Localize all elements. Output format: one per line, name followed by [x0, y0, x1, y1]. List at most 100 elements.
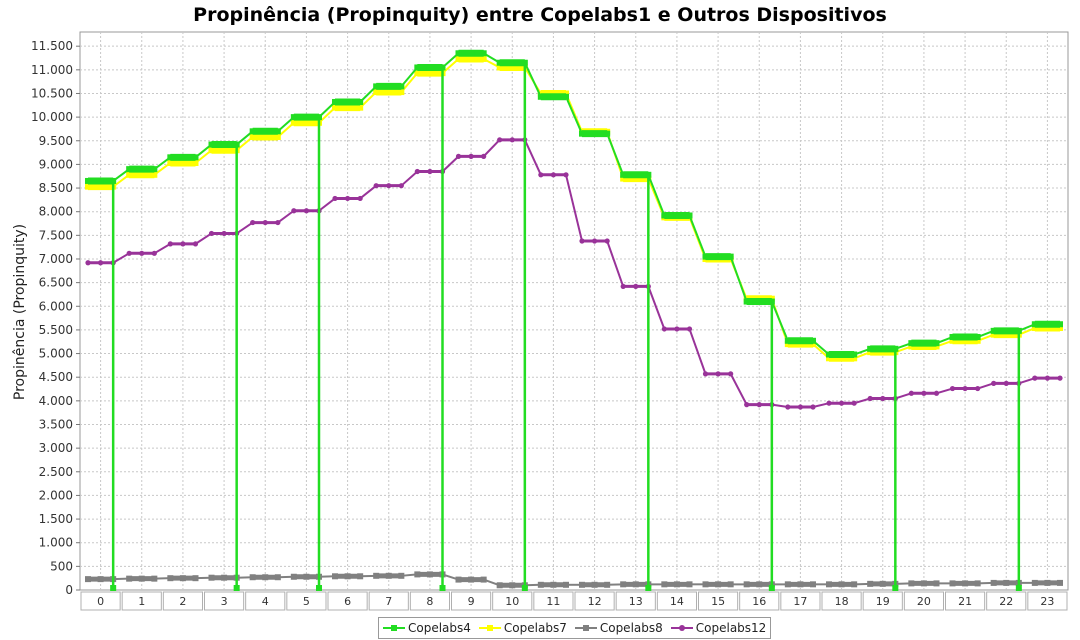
- data-point: [481, 153, 487, 159]
- x-tick-label: 1: [138, 595, 145, 608]
- x-tick-label: 2: [179, 595, 186, 608]
- data-point: [604, 581, 611, 588]
- series-connector: [729, 256, 748, 302]
- data-point: [962, 334, 969, 341]
- data-point: [1015, 585, 1022, 591]
- series-Copelabs8: [85, 571, 1063, 589]
- data-point: [579, 581, 585, 588]
- data-point: [509, 137, 515, 143]
- x-category-cell: [492, 591, 533, 611]
- data-point: [826, 581, 832, 588]
- data-point: [991, 380, 997, 386]
- data-point: [373, 83, 380, 90]
- data-point: [509, 582, 516, 589]
- data-point: [332, 104, 338, 111]
- data-point: [620, 581, 627, 588]
- data-point: [496, 64, 503, 71]
- data-point: [110, 585, 117, 591]
- data-point: [1044, 579, 1051, 586]
- data-point: [332, 98, 338, 105]
- data-point: [192, 154, 199, 161]
- series-connector: [194, 232, 213, 245]
- data-point: [851, 400, 857, 406]
- series-connector: [277, 209, 295, 224]
- data-point: [743, 298, 750, 305]
- data-point: [249, 128, 256, 135]
- x-tick-label: 9: [468, 595, 475, 608]
- data-point: [620, 171, 627, 178]
- data-point: [1044, 375, 1051, 381]
- series-connector: [936, 387, 953, 395]
- data-point: [851, 351, 858, 358]
- data-point: [316, 585, 322, 591]
- x-category-cell: [451, 591, 492, 611]
- data-point: [455, 576, 462, 583]
- data-point: [933, 340, 940, 347]
- data-point: [949, 580, 956, 587]
- data-point: [385, 83, 392, 90]
- y-tick-label: 5.000: [39, 347, 73, 361]
- data-point: [455, 55, 462, 62]
- data-point: [674, 326, 680, 332]
- legend: Copelabs4 Copelabs7 Copelabs8 Copelabs12: [378, 617, 772, 639]
- data-point: [249, 574, 256, 581]
- data-point: [262, 128, 269, 135]
- y-tick-label: 6.000: [39, 299, 73, 313]
- data-point: [208, 574, 215, 581]
- data-point: [867, 580, 874, 587]
- series-connector: [770, 301, 789, 342]
- series-connector: [236, 221, 254, 235]
- x-category-cell: [162, 591, 203, 611]
- data-point: [357, 98, 364, 105]
- y-tick-label: 7.500: [39, 228, 73, 242]
- data-point: [879, 580, 886, 587]
- data-point: [563, 93, 569, 100]
- data-point: [962, 337, 969, 344]
- y-tick-label: 1.000: [39, 536, 73, 550]
- data-point: [1031, 321, 1038, 328]
- x-category-cell: [1027, 591, 1068, 611]
- data-point: [591, 581, 598, 588]
- data-point: [427, 168, 433, 175]
- data-point: [756, 402, 762, 408]
- series-connector: [688, 215, 707, 257]
- data-point: [85, 576, 91, 583]
- series-connector: [729, 373, 748, 406]
- x-tick-label: 13: [629, 595, 643, 608]
- data-point: [921, 390, 927, 396]
- x-tick-label: 11: [546, 595, 560, 608]
- data-point: [974, 334, 981, 341]
- data-point: [290, 573, 297, 580]
- data-point: [715, 371, 721, 377]
- x-tick-label: 3: [221, 595, 228, 608]
- data-point: [398, 183, 404, 189]
- data-point: [974, 580, 981, 587]
- data-point: [1057, 375, 1063, 381]
- data-point: [620, 175, 627, 182]
- data-point: [139, 250, 145, 256]
- data-point: [974, 337, 981, 344]
- x-category-cell: [121, 591, 162, 611]
- data-point: [550, 172, 557, 178]
- data-point: [633, 283, 639, 290]
- x-category-cell: [656, 591, 697, 611]
- x-tick-label: 16: [752, 595, 766, 608]
- data-point: [97, 576, 104, 583]
- data-point: [810, 404, 816, 410]
- data-point: [990, 579, 997, 586]
- data-point: [274, 133, 281, 140]
- data-point: [838, 400, 845, 406]
- data-point: [920, 580, 927, 587]
- x-category-cell: [574, 591, 615, 611]
- data-point: [686, 212, 693, 219]
- data-point: [221, 141, 228, 148]
- data-point: [785, 404, 791, 410]
- legend-label: Copelabs12: [695, 621, 767, 635]
- data-point: [291, 208, 297, 214]
- data-point: [110, 177, 117, 184]
- data-point: [990, 327, 997, 334]
- data-point: [192, 575, 199, 582]
- data-point: [126, 250, 132, 256]
- data-point: [126, 575, 133, 582]
